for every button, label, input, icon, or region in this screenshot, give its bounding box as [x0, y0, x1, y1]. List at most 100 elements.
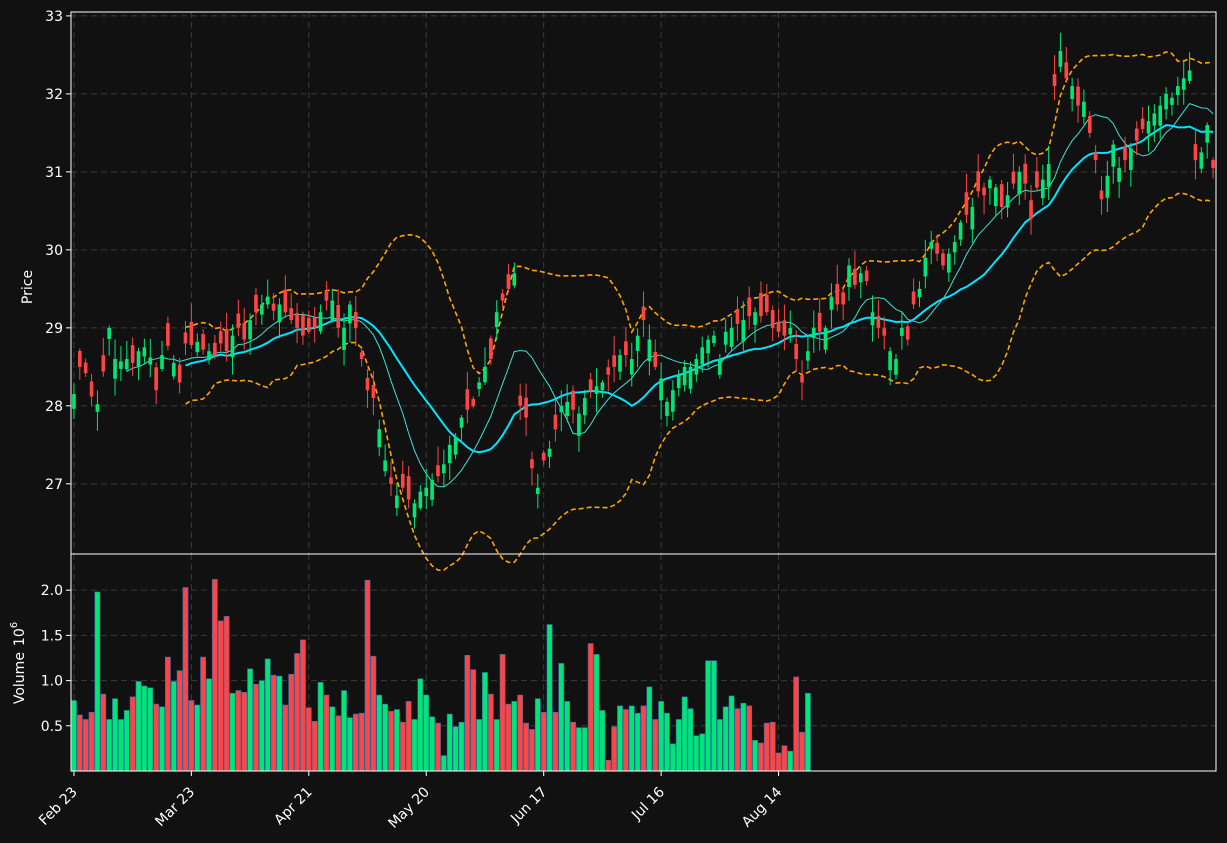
- volume-bar: [170, 681, 177, 772]
- candle-body: [430, 479, 434, 500]
- volume-bar: [805, 692, 811, 772]
- volume-bar: [799, 731, 805, 772]
- candle-body: [547, 448, 552, 457]
- candle-body: [1064, 62, 1069, 79]
- volume-bar: [423, 694, 430, 772]
- volume-bar: [159, 706, 165, 772]
- candle-body: [1111, 144, 1116, 167]
- candle-body: [477, 382, 481, 390]
- candle-body: [1129, 148, 1133, 170]
- candle-body: [864, 270, 869, 282]
- candle-body: [723, 331, 728, 345]
- candle-body: [535, 487, 540, 494]
- candle-body: [759, 292, 763, 317]
- candle-body: [412, 503, 417, 518]
- volume-bar: [235, 690, 242, 772]
- candle-body: [835, 283, 840, 305]
- candle-body: [659, 378, 663, 401]
- candle-body: [471, 398, 476, 406]
- volume-bar: [94, 591, 101, 772]
- candle-body: [494, 312, 499, 327]
- candle-body: [348, 304, 352, 324]
- volume-bar: [370, 655, 377, 772]
- volume-bar: [646, 686, 653, 772]
- volume-bar: [546, 624, 553, 772]
- candle-body: [500, 293, 505, 301]
- candle-body: [641, 306, 646, 321]
- volume-axis-scale-base: 10: [12, 628, 28, 646]
- volume-bar: [417, 678, 424, 772]
- candle-body: [894, 359, 898, 375]
- candle-body: [148, 357, 153, 365]
- volume-bar: [781, 745, 788, 772]
- candle-body: [1105, 175, 1110, 198]
- volume-bar: [241, 692, 248, 772]
- volume-bar: [711, 660, 717, 772]
- volume-bar: [605, 759, 612, 772]
- candle-body: [571, 390, 575, 410]
- volume-bar: [458, 721, 465, 772]
- price-y-tick-label: 28: [45, 399, 63, 415]
- candle-body: [841, 292, 845, 305]
- volume-bar: [405, 701, 412, 772]
- candle-body: [395, 495, 399, 508]
- candle-body: [794, 343, 798, 360]
- candle-body: [853, 268, 857, 285]
- volume-bar: [358, 712, 365, 772]
- candles: [72, 32, 1215, 529]
- volume-bar: [435, 722, 441, 772]
- volume-bar: [529, 729, 535, 772]
- candle-body: [436, 465, 440, 477]
- volume-bar: [335, 715, 342, 772]
- candle-body: [365, 377, 370, 391]
- candle-body: [1211, 160, 1215, 168]
- candle-body: [694, 359, 699, 375]
- volume-bar: [106, 719, 113, 772]
- candle-body: [612, 355, 616, 367]
- candle-body: [336, 304, 340, 328]
- volume-bar: [311, 720, 318, 772]
- volume-bar: [382, 703, 389, 772]
- volume-bar: [675, 719, 682, 772]
- candle-body: [424, 487, 429, 497]
- volume-bar: [634, 712, 641, 772]
- candle-body: [958, 222, 963, 240]
- volume-bar: [135, 681, 142, 772]
- volume-bar: [388, 711, 394, 772]
- candle-body: [459, 417, 464, 428]
- candle-body: [653, 352, 658, 367]
- candle-body: [295, 313, 299, 328]
- volume-bar: [206, 678, 212, 772]
- candle-body: [635, 335, 640, 351]
- candle-body: [729, 327, 734, 347]
- volume-bar: [787, 750, 794, 772]
- candle-body: [530, 459, 534, 469]
- volume-bar: [482, 672, 488, 772]
- volume-bar: [153, 703, 160, 772]
- volume-bar: [194, 704, 201, 772]
- price-y-tick-label: 29: [45, 321, 63, 337]
- candle-body: [154, 367, 158, 391]
- volume-bar: [769, 721, 776, 772]
- price-y-tick-label: 27: [45, 477, 63, 493]
- price-axis-label: Price: [20, 270, 36, 304]
- volume-bar: [446, 713, 453, 772]
- candle-body: [1164, 93, 1168, 110]
- candle-body: [706, 339, 710, 354]
- volume-bar: [570, 721, 576, 772]
- volume-bar: [411, 719, 418, 772]
- volume-bar: [740, 702, 747, 772]
- volume-bar: [399, 721, 406, 772]
- candle-body: [265, 296, 270, 305]
- candle-body: [800, 375, 804, 383]
- volume-bar: [217, 620, 224, 772]
- volume-bar: [499, 654, 506, 772]
- candle-body: [829, 296, 834, 310]
- candle-body: [142, 347, 147, 357]
- candle-body: [788, 327, 793, 335]
- volume-bar: [394, 709, 400, 772]
- candle-body: [453, 437, 458, 455]
- candle-body: [406, 476, 411, 500]
- price-y-tick-label: 31: [45, 165, 63, 181]
- volume-bar: [722, 706, 729, 772]
